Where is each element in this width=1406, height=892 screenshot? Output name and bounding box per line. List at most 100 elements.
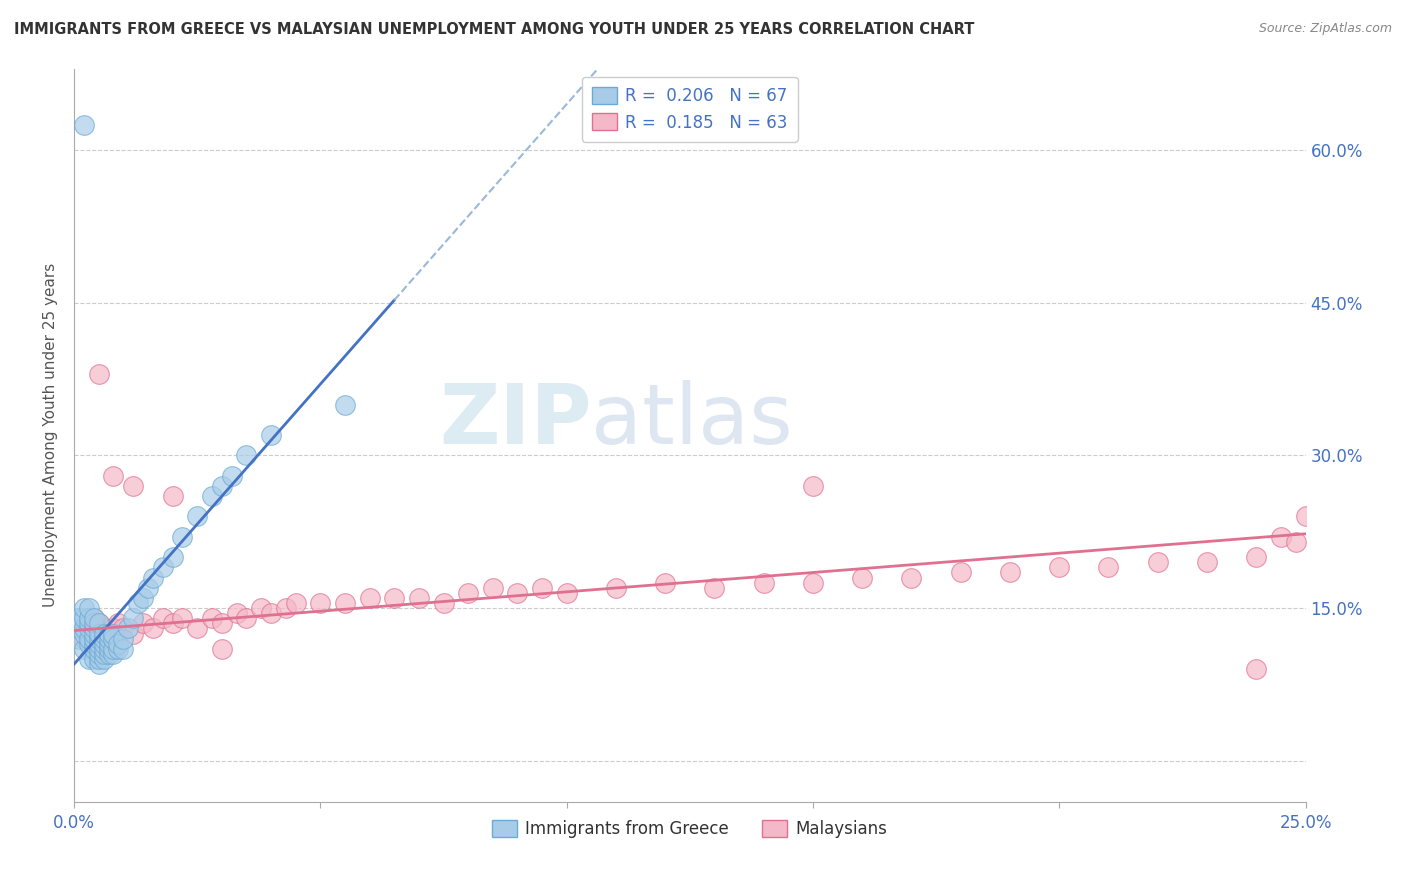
- Point: [201, 489, 224, 503]
- Point: [122, 611, 145, 625]
- Point: [112, 641, 135, 656]
- Point: [87, 652, 110, 666]
- Point: [103, 641, 125, 656]
- Point: [97, 637, 120, 651]
- Point: [172, 530, 194, 544]
- Point: [122, 626, 145, 640]
- Point: [97, 632, 120, 646]
- Point: [531, 581, 554, 595]
- Point: [284, 596, 307, 610]
- Point: [162, 616, 184, 631]
- Point: [103, 468, 125, 483]
- Point: [87, 616, 110, 631]
- Point: [87, 632, 110, 646]
- Point: [333, 596, 356, 610]
- Point: [359, 591, 381, 605]
- Point: [67, 611, 90, 625]
- Point: [122, 479, 145, 493]
- Point: [1295, 509, 1317, 524]
- Y-axis label: Unemployment Among Youth under 25 years: Unemployment Among Youth under 25 years: [44, 263, 58, 607]
- Point: [87, 367, 110, 381]
- Point: [201, 611, 224, 625]
- Point: [93, 641, 115, 656]
- Point: [851, 571, 873, 585]
- Point: [103, 647, 125, 661]
- Point: [83, 616, 105, 631]
- Point: [103, 626, 125, 640]
- Point: [752, 575, 775, 590]
- Point: [87, 657, 110, 672]
- Point: [127, 596, 149, 610]
- Point: [1246, 662, 1268, 676]
- Point: [211, 479, 233, 493]
- Point: [117, 622, 139, 636]
- Point: [142, 622, 165, 636]
- Point: [260, 428, 283, 442]
- Point: [949, 566, 972, 580]
- Point: [152, 560, 174, 574]
- Point: [211, 641, 233, 656]
- Point: [77, 601, 100, 615]
- Point: [1097, 560, 1119, 574]
- Point: [186, 622, 208, 636]
- Point: [801, 479, 824, 493]
- Point: [77, 652, 100, 666]
- Point: [132, 616, 155, 631]
- Point: [67, 622, 90, 636]
- Point: [1195, 555, 1218, 569]
- Point: [93, 622, 115, 636]
- Legend: Immigrants from Greece, Malaysians: Immigrants from Greece, Malaysians: [485, 813, 894, 845]
- Point: [481, 581, 503, 595]
- Point: [703, 581, 725, 595]
- Point: [83, 611, 105, 625]
- Point: [83, 622, 105, 636]
- Point: [309, 596, 332, 610]
- Point: [112, 622, 135, 636]
- Point: [432, 596, 454, 610]
- Point: [172, 611, 194, 625]
- Point: [97, 647, 120, 661]
- Point: [132, 591, 155, 605]
- Point: [1146, 555, 1168, 569]
- Point: [225, 606, 247, 620]
- Point: [1047, 560, 1070, 574]
- Point: [97, 641, 120, 656]
- Point: [103, 622, 125, 636]
- Point: [73, 626, 96, 640]
- Point: [382, 591, 405, 605]
- Text: atlas: atlas: [592, 380, 793, 461]
- Point: [457, 586, 479, 600]
- Point: [77, 616, 100, 631]
- Point: [1285, 535, 1308, 549]
- Point: [77, 632, 100, 646]
- Point: [162, 550, 184, 565]
- Point: [235, 611, 257, 625]
- Point: [107, 641, 129, 656]
- Point: [211, 616, 233, 631]
- Point: [221, 468, 243, 483]
- Point: [186, 509, 208, 524]
- Point: [506, 586, 529, 600]
- Point: [97, 626, 120, 640]
- Point: [73, 641, 96, 656]
- Point: [333, 397, 356, 411]
- Point: [274, 601, 297, 615]
- Point: [83, 611, 105, 625]
- Point: [162, 489, 184, 503]
- Point: [93, 632, 115, 646]
- Point: [235, 449, 257, 463]
- Point: [260, 606, 283, 620]
- Point: [93, 647, 115, 661]
- Point: [77, 626, 100, 640]
- Text: IMMIGRANTS FROM GREECE VS MALAYSIAN UNEMPLOYMENT AMONG YOUTH UNDER 25 YEARS CORR: IMMIGRANTS FROM GREECE VS MALAYSIAN UNEM…: [14, 22, 974, 37]
- Point: [408, 591, 430, 605]
- Point: [77, 611, 100, 625]
- Point: [87, 626, 110, 640]
- Point: [87, 626, 110, 640]
- Point: [73, 118, 96, 132]
- Point: [77, 611, 100, 625]
- Point: [83, 622, 105, 636]
- Point: [87, 647, 110, 661]
- Point: [250, 601, 273, 615]
- Point: [87, 641, 110, 656]
